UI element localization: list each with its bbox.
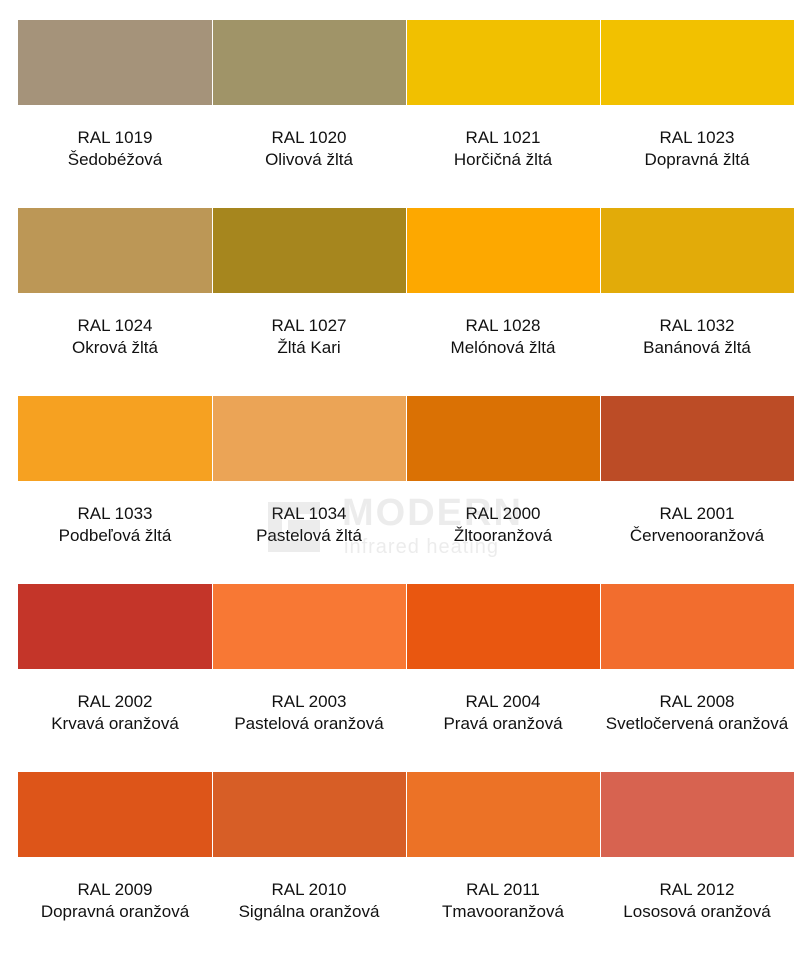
color-name: Banánová žltá	[643, 338, 751, 357]
ral-code: RAL 2002	[77, 692, 153, 711]
ral-code: RAL 1032	[659, 316, 735, 335]
color-swatch	[18, 208, 212, 293]
swatch-label: RAL 2003 Pastelová oranžová	[212, 669, 406, 772]
ral-code: RAL 1019	[77, 128, 153, 147]
swatch-label: RAL 2000 Žltooranžová	[406, 481, 600, 584]
ral-code: RAL 2008	[659, 692, 735, 711]
swatch-label: RAL 2012 Lososová oranžová	[600, 857, 794, 960]
ral-code: RAL 2009	[77, 880, 153, 899]
ral-code: RAL 2003	[271, 692, 347, 711]
ral-code: RAL 1028	[465, 316, 541, 335]
color-name: Melónová žltá	[450, 338, 556, 357]
swatch-label: RAL 1033 Podbeľová žltá	[18, 481, 212, 584]
color-name: Lososová oranžová	[623, 902, 771, 921]
color-swatch	[406, 584, 600, 669]
ral-code: RAL 2010	[271, 880, 347, 899]
swatch-label: RAL 2001 Červenooranžová	[600, 481, 794, 584]
ral-code: RAL 1027	[271, 316, 347, 335]
color-swatch	[406, 20, 600, 105]
color-swatch	[18, 772, 212, 857]
color-name: Podbeľová žltá	[58, 526, 172, 545]
color-name: Horčičná žltá	[453, 150, 553, 169]
swatch-row	[18, 772, 794, 857]
color-swatch	[600, 584, 794, 669]
swatch-label: RAL 1020 Olivová žltá	[212, 105, 406, 208]
color-swatch	[212, 396, 406, 481]
swatch-label: RAL 1032 Banánová žltá	[600, 293, 794, 396]
swatch-label: RAL 2002 Krvavá oranžová	[18, 669, 212, 772]
color-name: Žltooranžová	[453, 526, 553, 545]
ral-code: RAL 1023	[659, 128, 735, 147]
label-row: RAL 2009 Dopravná oranžová RAL 2010 Signáln…	[18, 857, 794, 960]
color-swatch	[18, 20, 212, 105]
swatch-label: RAL 1023 Dopravná žltá	[600, 105, 794, 208]
color-swatch	[600, 208, 794, 293]
ral-code: RAL 1020	[271, 128, 347, 147]
color-name: Dopravná oranžová	[40, 902, 190, 921]
color-swatch	[406, 396, 600, 481]
color-name: Olivová žltá	[265, 150, 353, 169]
color-name: Dopravná žltá	[644, 150, 750, 169]
swatch-row	[18, 396, 794, 481]
swatch-label: RAL 1019 Šedobéžová	[18, 105, 212, 208]
color-name: Krvavá oranžová	[51, 714, 179, 733]
color-swatch	[18, 396, 212, 481]
ral-color-chart: RAL 1019 Šedobéžová RAL 1020 Olivová žltá RA…	[18, 20, 794, 960]
ral-code: RAL 2012	[659, 880, 735, 899]
ral-code: RAL 1024	[77, 316, 153, 335]
color-swatch	[406, 772, 600, 857]
color-name: Šedobéžová	[67, 150, 163, 169]
color-name: Červenooranžová	[629, 526, 765, 545]
color-swatch	[212, 772, 406, 857]
color-swatch	[212, 20, 406, 105]
ral-code: RAL 2011	[466, 880, 540, 899]
label-row: RAL 1019 Šedobéžová RAL 1020 Olivová žltá RA…	[18, 105, 794, 208]
swatch-label: RAL 1027 Žltá Kari	[212, 293, 406, 396]
color-swatch	[600, 20, 794, 105]
color-name: Signálna oranžová	[238, 902, 380, 921]
swatch-label: RAL 1028 Melónová žltá	[406, 293, 600, 396]
swatch-label: RAL 1021 Horčičná žltá	[406, 105, 600, 208]
label-row: RAL 1024 Okrová žltá RAL 1027 Žltá Kari RAL …	[18, 293, 794, 396]
swatch-label: RAL 2011 Tmavooranžová	[406, 857, 600, 960]
color-swatch	[18, 584, 212, 669]
swatch-label: RAL 2008 Svetločervená oranžová	[600, 669, 794, 772]
swatch-label: RAL 2010 Signálna oranžová	[212, 857, 406, 960]
swatch-label: RAL 2009 Dopravná oranžová	[18, 857, 212, 960]
color-swatch	[212, 208, 406, 293]
swatch-label: RAL 1024 Okrová žltá	[18, 293, 212, 396]
color-name: Pravá oranžová	[443, 714, 563, 733]
swatch-label: RAL 1034 Pastelová žltá	[212, 481, 406, 584]
label-row: RAL 2002 Krvavá oranžová RAL 2003 Pastelová…	[18, 669, 794, 772]
color-swatch	[212, 584, 406, 669]
color-name: Pastelová oranžová	[234, 714, 384, 733]
ral-code: RAL 2004	[465, 692, 541, 711]
color-swatch	[406, 208, 600, 293]
ral-code: RAL 2000	[465, 504, 541, 523]
color-swatch	[600, 396, 794, 481]
color-name: Pastelová žltá	[256, 526, 362, 545]
ral-code: RAL 2001	[659, 504, 735, 523]
ral-code: RAL 1034	[271, 504, 347, 523]
color-name: Okrová žltá	[72, 338, 158, 357]
label-row: RAL 1033 Podbeľová žltá RAL 1034 Pastelová …	[18, 481, 794, 584]
ral-code: RAL 1021	[465, 128, 541, 147]
swatch-row	[18, 20, 794, 105]
swatch-label: RAL 2004 Pravá oranžová	[406, 669, 600, 772]
color-name: Žltá Kari	[277, 338, 341, 357]
swatch-row	[18, 584, 794, 669]
swatch-row	[18, 208, 794, 293]
color-name: Svetločervená oranžová	[605, 714, 789, 733]
ral-code: RAL 1033	[77, 504, 153, 523]
color-name: Tmavooranžová	[442, 902, 564, 921]
color-swatch	[600, 772, 794, 857]
